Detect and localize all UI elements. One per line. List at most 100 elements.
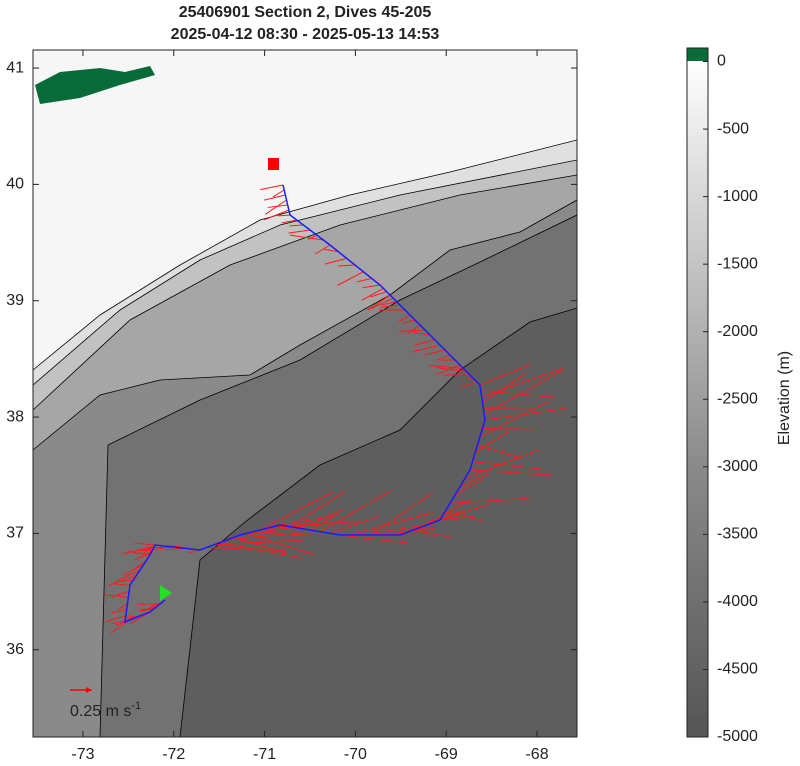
current-arrow (206, 547, 287, 551)
current-arrow (239, 522, 328, 536)
x-tick-label: -73 (71, 746, 94, 763)
current-arrow (110, 619, 130, 634)
x-tick-label: -72 (162, 746, 185, 763)
current-arrow (439, 515, 473, 521)
current-arrow (226, 532, 299, 541)
current-arrow (425, 349, 446, 356)
colorbar-tick-label: -2500 (717, 390, 758, 407)
current-arrow (474, 431, 509, 454)
current-arrow (123, 564, 144, 576)
current-arrow (479, 364, 530, 386)
current-arrow (259, 490, 335, 531)
current-arrow (117, 569, 141, 581)
current-arrow (459, 472, 490, 488)
current-arrow (413, 529, 451, 538)
current-arrow (281, 219, 297, 224)
colorbar-tick-label: 0 (717, 53, 726, 70)
colorbar-tick-label: -500 (717, 120, 749, 137)
current-arrow (482, 427, 541, 429)
current-arrow (367, 297, 394, 311)
current-arrow (338, 264, 356, 267)
current-arrow (429, 365, 464, 369)
current-arrow (108, 574, 137, 586)
current-arrow (329, 516, 379, 534)
current-arrow (219, 542, 304, 559)
colorbar-tick-label: -4000 (717, 593, 758, 610)
current-arrow (462, 377, 474, 381)
current-arrow (141, 601, 163, 612)
current-arrow (115, 621, 126, 626)
colorbar-tick-label: -1000 (717, 188, 758, 205)
y-tick-label: 41 (6, 59, 24, 76)
current-arrow (483, 370, 563, 415)
current-arrow (361, 287, 384, 301)
current-arrow (349, 512, 434, 536)
colorbar-tick-label: -3000 (717, 458, 758, 475)
current-arrow (279, 516, 333, 526)
current-arrow (398, 329, 426, 332)
scale-sup: -1 (131, 700, 141, 712)
axes-frame (32, 49, 578, 738)
current-arrow (324, 257, 347, 265)
end-marker (268, 158, 279, 170)
current-arrow (479, 400, 550, 438)
current-arrow (260, 184, 284, 191)
current-arrow (141, 552, 152, 558)
colorbar-tick-label: -5000 (717, 728, 758, 745)
colorbar-frame (686, 47, 709, 738)
current-arrow (380, 304, 401, 308)
current-arrow (482, 373, 526, 403)
current-arrow (289, 490, 346, 528)
bathymetry (33, 50, 577, 737)
current-arrows (104, 184, 567, 634)
current-arrow (314, 244, 331, 255)
current-arrow (411, 344, 441, 353)
current-arrow (444, 511, 483, 522)
current-arrow (213, 539, 303, 546)
current-arrow (435, 367, 467, 373)
y-tick-label: 40 (6, 176, 24, 193)
y-tick-label: 38 (6, 408, 24, 425)
current-arrow (337, 271, 364, 286)
current-arrow (309, 512, 340, 531)
current-arrow (278, 214, 291, 217)
colorbar-tick-label: -3500 (717, 526, 758, 543)
x-tick-label: -69 (435, 746, 458, 763)
current-arrow (381, 301, 397, 306)
current-arrow (359, 523, 434, 536)
colorbar-ramp (687, 61, 708, 737)
y-tick-label: 39 (6, 292, 24, 309)
current-arrow (426, 498, 472, 526)
current-arrow (369, 492, 433, 536)
current-arrow (104, 594, 129, 598)
current-arrow (356, 277, 372, 283)
current-arrow (460, 381, 477, 388)
current-arrow (121, 546, 155, 555)
current-arrow (367, 294, 391, 311)
current-arrow (115, 583, 131, 586)
current-arrow (481, 367, 565, 398)
current-arrow (324, 248, 339, 253)
current-arrow (436, 354, 451, 361)
colorbar-land (687, 48, 708, 61)
current-arrow (464, 448, 540, 479)
current-arrow (362, 284, 381, 289)
colorbar-label: Elevation (m) (776, 351, 793, 445)
current-arrow (134, 559, 147, 570)
current-arrow (117, 603, 128, 611)
colorbar-tick-label: -4500 (717, 661, 758, 678)
current-arrow (272, 189, 285, 198)
current-arrow (480, 390, 555, 398)
current-arrow (399, 534, 436, 537)
current-arrow (289, 234, 324, 241)
current-arrow (398, 314, 411, 322)
colorbar-tick-label: -2000 (717, 323, 758, 340)
current-arrow (319, 489, 393, 533)
current-arrow (449, 497, 530, 504)
current-arrow (433, 503, 490, 523)
start-marker (160, 585, 172, 601)
current-arrow (264, 209, 290, 221)
current-arrow (267, 204, 288, 208)
current-arrow (289, 224, 304, 227)
